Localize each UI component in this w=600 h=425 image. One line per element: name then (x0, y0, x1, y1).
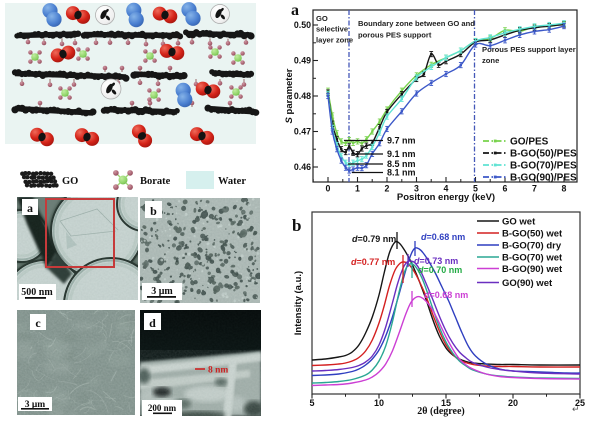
svg-text:d=0.77 nm: d=0.77 nm (351, 257, 395, 267)
svg-text:0.50: 0.50 (294, 20, 311, 30)
svg-text:d=0.70 nm: d=0.70 nm (418, 265, 462, 275)
svg-text:Water: Water (218, 176, 246, 187)
svg-text:Borate: Borate (140, 176, 171, 187)
svg-text:b: b (292, 216, 301, 235)
svg-text:Positron energy (keV): Positron energy (keV) (397, 192, 495, 203)
svg-text:2θ (degree): 2θ (degree) (417, 406, 465, 417)
svg-text:GO: GO (316, 14, 328, 23)
svg-text:5: 5 (309, 398, 314, 408)
svg-text:b: b (150, 204, 157, 218)
svg-text:7: 7 (532, 184, 537, 194)
svg-text:GO: GO (62, 176, 78, 187)
svg-text:Porous PES support layer: Porous PES support layer (482, 45, 576, 54)
svg-text:8: 8 (562, 184, 567, 194)
svg-text:d: d (149, 316, 156, 330)
svg-text:porous PES support: porous PES support (358, 31, 432, 40)
svg-text:B-GO(70)/PES: B-GO(70)/PES (510, 161, 577, 172)
svg-text:6: 6 (503, 184, 508, 194)
svg-text:c: c (35, 316, 41, 330)
svg-text:20: 20 (508, 398, 518, 408)
svg-text:a: a (27, 201, 33, 215)
svg-text:B-GO(90)/PES: B-GO(90)/PES (510, 173, 577, 184)
svg-text:2: 2 (385, 184, 390, 194)
svg-text:3 μm: 3 μm (25, 400, 46, 410)
svg-text:B-GO(90) wet: B-GO(90) wet (502, 264, 563, 275)
svg-text:0.48: 0.48 (294, 91, 311, 101)
svg-text:200 nm: 200 nm (148, 403, 177, 413)
svg-text:S parameter: S parameter (284, 68, 295, 123)
svg-text:B-GO(70) dry: B-GO(70) dry (502, 241, 562, 252)
svg-text:9.7 nm: 9.7 nm (387, 136, 416, 146)
svg-text:a: a (291, 2, 299, 19)
svg-text:B-GO(50)/PES: B-GO(50)/PES (510, 149, 577, 160)
svg-text:d=0.68 nm: d=0.68 nm (421, 232, 465, 242)
svg-text:15: 15 (441, 398, 451, 408)
svg-text:B-GO(50) wet: B-GO(50) wet (502, 229, 563, 240)
svg-text:3 μm: 3 μm (151, 286, 173, 297)
svg-text:B-GO(70) wet: B-GO(70) wet (502, 253, 563, 264)
svg-text:25: 25 (575, 398, 585, 408)
svg-text:10: 10 (374, 398, 384, 408)
svg-text:500 nm: 500 nm (21, 287, 53, 298)
svg-text:9.1 nm: 9.1 nm (387, 149, 416, 159)
svg-text:8 nm: 8 nm (208, 366, 228, 376)
svg-text:0.46: 0.46 (294, 162, 311, 172)
svg-text:GO(90) wet: GO(90) wet (502, 278, 553, 289)
svg-text:8.5 nm: 8.5 nm (387, 159, 416, 169)
svg-text:1: 1 (355, 184, 360, 194)
svg-text:GO/PES: GO/PES (510, 137, 549, 148)
svg-text:Boundary zone between GO and: Boundary zone between GO and (358, 19, 475, 28)
svg-text:GO wet: GO wet (502, 217, 536, 228)
svg-text:5: 5 (473, 184, 478, 194)
svg-text:d=0.73 nm: d=0.73 nm (414, 256, 458, 266)
svg-text:4: 4 (444, 184, 449, 194)
svg-text:0.47: 0.47 (294, 127, 311, 137)
svg-text:↵: ↵ (572, 404, 580, 414)
svg-text:0.49: 0.49 (294, 56, 311, 66)
svg-text:Intensity (a.u.): Intensity (a.u.) (293, 271, 304, 335)
svg-text:layer zone: layer zone (316, 36, 353, 45)
svg-text:d=0.68 nm: d=0.68 nm (424, 290, 468, 300)
svg-text:8.1 nm: 8.1 nm (387, 168, 416, 178)
svg-text:d=0.79 nm: d=0.79 nm (352, 234, 396, 244)
svg-text:0: 0 (326, 184, 331, 194)
svg-text:zone: zone (482, 56, 499, 65)
svg-text:3: 3 (414, 184, 419, 194)
svg-text:selective: selective (316, 25, 348, 34)
